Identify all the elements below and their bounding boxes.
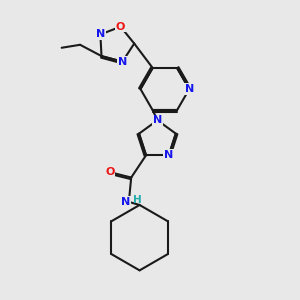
Text: O: O (116, 22, 125, 32)
Text: N: N (164, 150, 173, 160)
Text: H: H (133, 195, 142, 206)
Text: O: O (105, 167, 115, 177)
Text: N: N (96, 29, 105, 39)
Text: N: N (184, 84, 194, 94)
Text: N: N (118, 57, 127, 67)
Text: N: N (153, 115, 162, 125)
Text: N: N (121, 197, 130, 207)
